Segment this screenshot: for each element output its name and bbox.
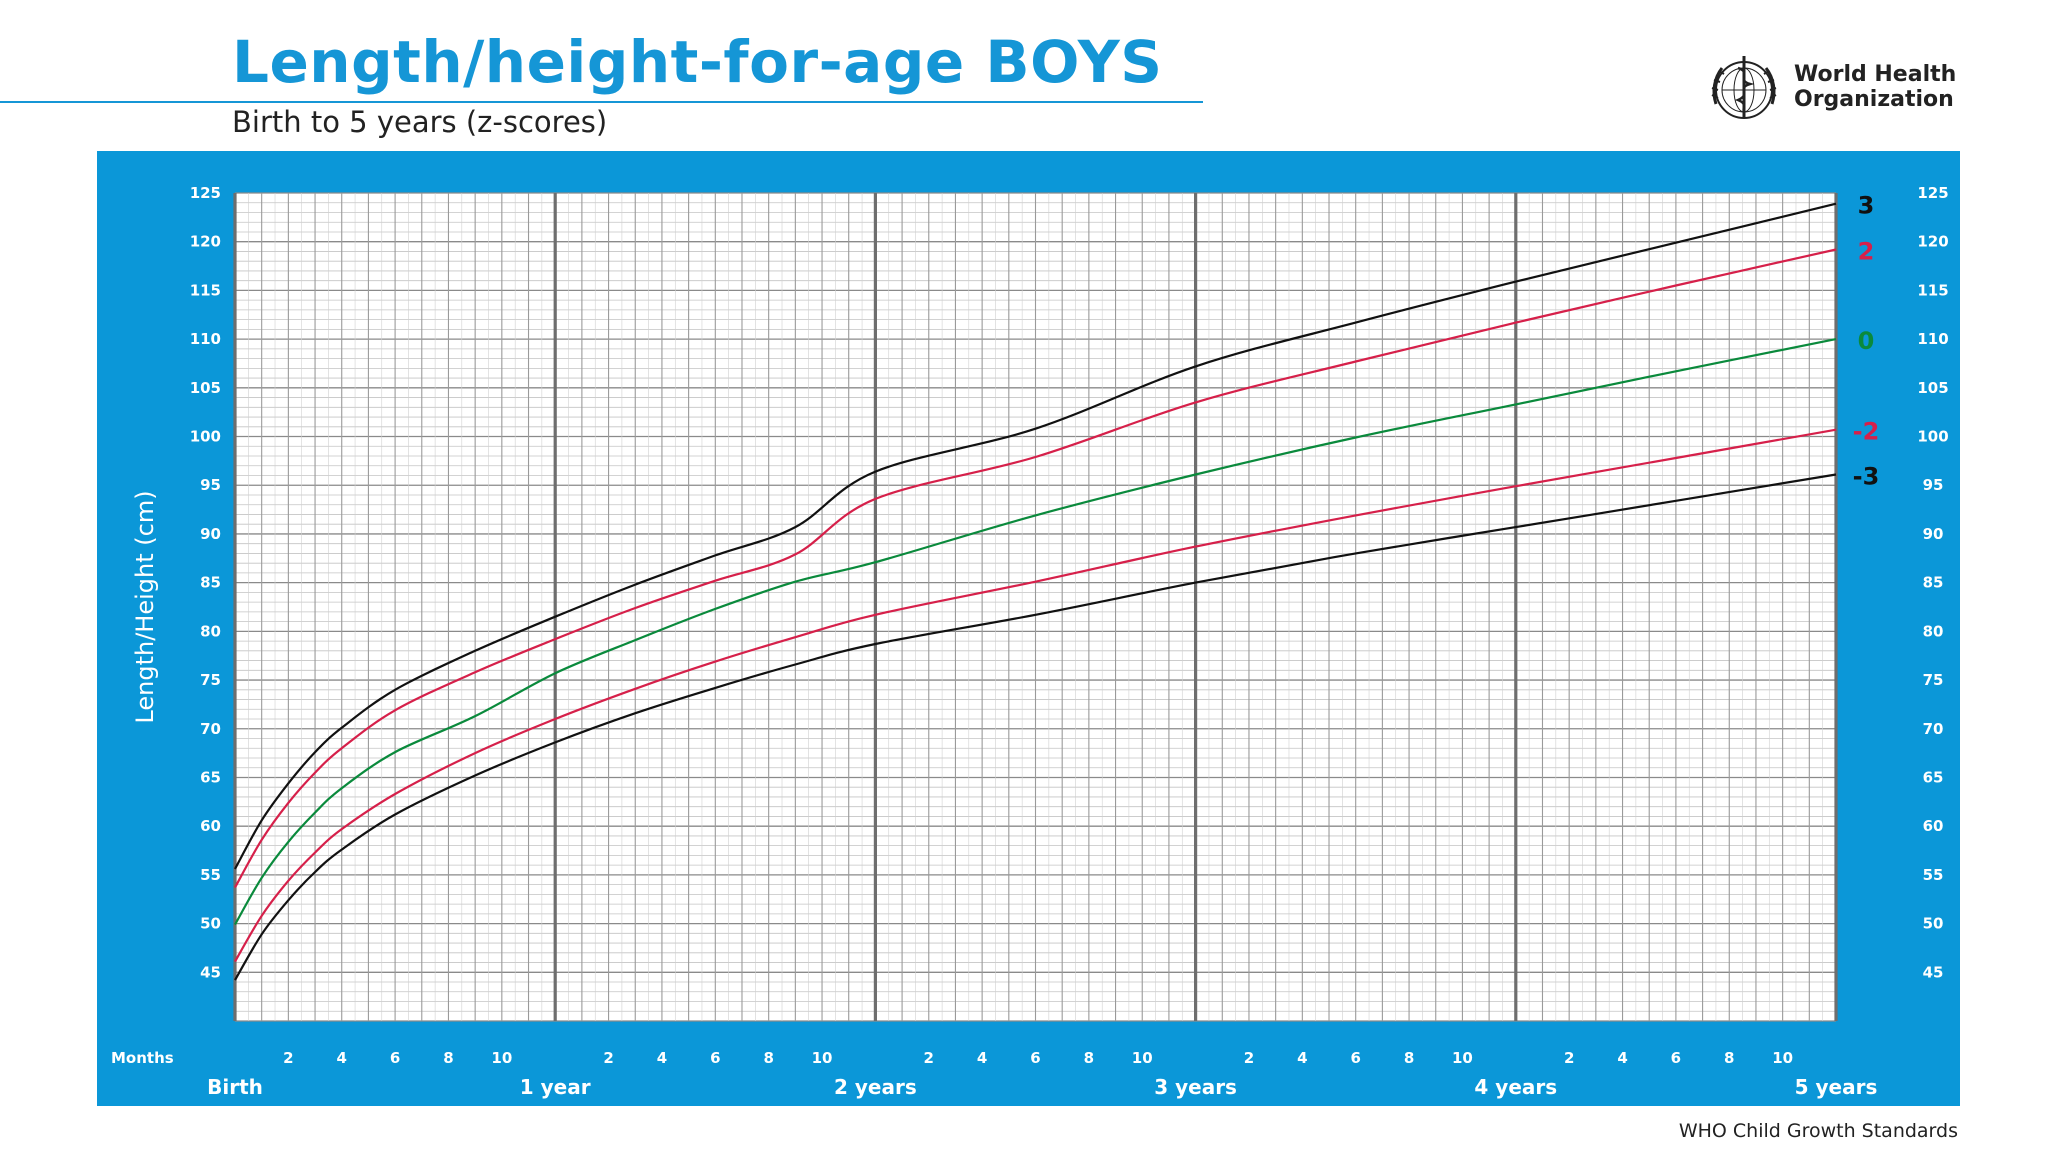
- chart-grid: [233, 192, 1838, 1022]
- x-month-tick-label: 4: [337, 1049, 347, 1067]
- x-month-tick-label: 2: [924, 1049, 934, 1067]
- who-emblem-icon: [1711, 56, 1777, 119]
- y-tick-label-right: 85: [1923, 574, 1944, 592]
- y-tick-label-right: 100: [1917, 428, 1948, 446]
- x-month-tick-label: 10: [1452, 1049, 1473, 1067]
- y-tick-label-left: 120: [190, 233, 221, 251]
- y-tick-label-right: 110: [1917, 330, 1948, 348]
- page-subtitle: Birth to 5 years (z-scores): [232, 105, 608, 139]
- y-tick-label-left: 60: [200, 817, 221, 835]
- x-month-tick-label: 2: [1564, 1049, 1574, 1067]
- series-line-z-2: [234, 428, 1837, 963]
- header-rule: [0, 101, 1203, 103]
- organization-line-2: Organization: [1794, 87, 1954, 112]
- x-month-tick-label: 8: [1404, 1049, 1414, 1067]
- x-month-tick-label: 4: [1297, 1049, 1307, 1067]
- series-line-z3: [234, 202, 1837, 870]
- y-tick-label-left: 75: [200, 671, 221, 689]
- organization-name: World Health Organization: [1794, 62, 1974, 112]
- series-label-z-2: -2: [1853, 418, 1880, 446]
- y-tick-label-left: 80: [200, 622, 221, 640]
- y-tick-label-right: 70: [1923, 720, 1944, 738]
- x-year-label: 4 years: [1474, 1075, 1557, 1099]
- series-label-z3: 3: [1858, 192, 1875, 220]
- y-tick-label-left: 90: [200, 525, 221, 543]
- chart-series: [234, 202, 1837, 981]
- x-month-tick-label: 8: [443, 1049, 453, 1067]
- x-month-tick-label: 6: [1671, 1049, 1681, 1067]
- x-month-tick-label: 2: [1244, 1049, 1254, 1067]
- x-year-label: 2 years: [834, 1075, 917, 1099]
- x-month-tick-label: 10: [812, 1049, 833, 1067]
- y-tick-label-left: 110: [190, 330, 221, 348]
- series-line-z2: [234, 248, 1837, 889]
- x-month-tick-label: 2: [603, 1049, 613, 1067]
- y-tick-label-left: 85: [200, 574, 221, 592]
- x-month-tick-label: 6: [1350, 1049, 1360, 1067]
- y-tick-label-left: 45: [200, 963, 221, 981]
- x-year-label: 3 years: [1154, 1075, 1237, 1099]
- y-tick-label-left: 125: [190, 184, 221, 202]
- x-year-label: Birth: [207, 1075, 263, 1099]
- y-tick-label-left: 50: [200, 915, 221, 933]
- x-month-tick-label: 4: [657, 1049, 667, 1067]
- y-tick-label-left: 70: [200, 720, 221, 738]
- x-month-tick-label: 4: [977, 1049, 987, 1067]
- series-label-z2: 2: [1858, 237, 1875, 265]
- y-tick-label-right: 125: [1917, 184, 1948, 202]
- y-tick-label-left: 65: [200, 768, 221, 786]
- x-year-label: 1 year: [520, 1075, 591, 1099]
- series-label-z0: 0: [1858, 327, 1875, 355]
- series-line-z-3: [234, 473, 1837, 981]
- x-month-tick-label: 8: [763, 1049, 773, 1067]
- chart-panel: 45 45 50 50 55 55 60 60 65 65 70 70 75 75 80 80 85 85 90 90…: [97, 151, 1960, 1106]
- footer-credit: WHO Child Growth Standards: [1678, 1120, 1958, 1142]
- x-month-tick-label: 4: [1617, 1049, 1627, 1067]
- x-month-tick-label: 8: [1084, 1049, 1094, 1067]
- y-tick-label-left: 95: [200, 476, 221, 494]
- series-label-z-3: -3: [1853, 463, 1880, 491]
- y-tick-label-right: 50: [1923, 915, 1944, 933]
- x-month-tick-label: 6: [710, 1049, 720, 1067]
- y-tick-label-right: 115: [1917, 281, 1948, 299]
- y-tick-label-right: 90: [1923, 525, 1944, 543]
- months-label: Months: [111, 1049, 174, 1067]
- y-tick-label-left: 105: [190, 379, 221, 397]
- who-logo: World Health Organization: [1708, 52, 1968, 124]
- y-axis-title: Length/Height (cm): [131, 490, 159, 723]
- x-month-tick-label: 2: [283, 1049, 293, 1067]
- page-title: Length/height-for-age BOYS: [232, 28, 1163, 96]
- y-tick-label-right: 45: [1923, 963, 1944, 981]
- y-tick-label-right: 105: [1917, 379, 1948, 397]
- y-tick-label-right: 120: [1917, 233, 1948, 251]
- x-year-label: 5 years: [1795, 1075, 1878, 1099]
- series-line-z0: [234, 338, 1837, 926]
- y-tick-label-right: 55: [1923, 866, 1944, 884]
- x-month-tick-label: 10: [1132, 1049, 1153, 1067]
- x-month-tick-label: 6: [390, 1049, 400, 1067]
- y-tick-label-left: 100: [190, 428, 221, 446]
- y-tick-label-left: 115: [190, 281, 221, 299]
- y-tick-label-right: 65: [1923, 768, 1944, 786]
- x-month-tick-label: 10: [491, 1049, 512, 1067]
- x-axis-title: Age (completed months and years): [806, 1103, 1266, 1106]
- y-tick-label-right: 80: [1923, 622, 1944, 640]
- y-tick-label-right: 75: [1923, 671, 1944, 689]
- y-tick-label-right: 95: [1923, 476, 1944, 494]
- y-tick-label-left: 55: [200, 866, 221, 884]
- organization-line-1: World Health: [1794, 62, 1957, 87]
- y-tick-label-right: 60: [1923, 817, 1944, 835]
- x-month-tick-label: 10: [1772, 1049, 1793, 1067]
- x-month-tick-label: 6: [1030, 1049, 1040, 1067]
- x-month-tick-label: 8: [1724, 1049, 1734, 1067]
